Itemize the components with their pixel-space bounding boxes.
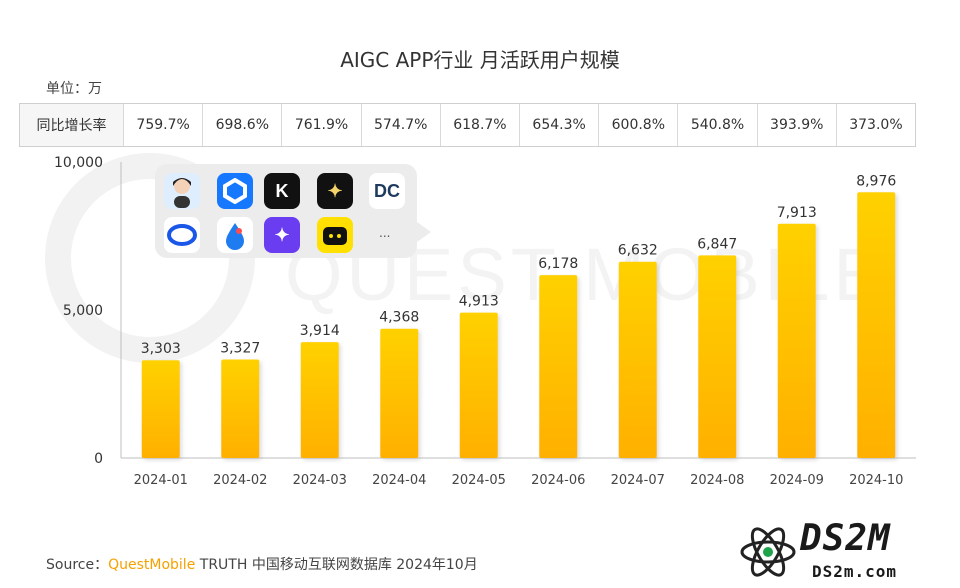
x-tick-label: 2024-04 bbox=[372, 473, 426, 488]
bar-value-label: 3,914 bbox=[300, 323, 340, 339]
growth-cell: 600.8% bbox=[598, 104, 677, 146]
x-tick-label: 2024-08 bbox=[690, 473, 744, 488]
bar-value-label: 3,327 bbox=[220, 341, 260, 357]
y-tick-label: 10,000 bbox=[54, 155, 103, 171]
growth-cell: 540.8% bbox=[677, 104, 756, 146]
unit-label: 单位：万 bbox=[46, 81, 102, 97]
x-tick-label: 2024-01 bbox=[134, 473, 188, 488]
more-apps-indicator: ... bbox=[379, 226, 391, 240]
growth-rate-table: 同比增长率 759.7% 698.6% 761.9% 574.7% 618.7% 654.… bbox=[19, 103, 917, 147]
x-tick-label: 2024-03 bbox=[293, 473, 347, 488]
app-icons-panel: ... K ✦ DC ✦ bbox=[155, 164, 431, 258]
bar bbox=[221, 359, 260, 458]
sparkle-app-icon: ✦ bbox=[317, 173, 353, 209]
growth-cell: 654.3% bbox=[519, 104, 598, 146]
dc-logo-app-icon: DC bbox=[369, 173, 405, 209]
x-tick-label: 2024-07 bbox=[611, 473, 665, 488]
bar bbox=[539, 275, 578, 458]
source-prefix: Source： bbox=[46, 557, 109, 573]
bar bbox=[459, 312, 498, 458]
k-letter-app-icon: K bbox=[264, 173, 300, 209]
drop-app-icon bbox=[217, 217, 253, 253]
x-tick-label: 2024-10 bbox=[849, 473, 903, 488]
growth-cell: 698.6% bbox=[202, 104, 281, 146]
chart-title: AIGC APP行业 月活跃用户规模 bbox=[340, 48, 620, 72]
bar-value-label: 6,632 bbox=[618, 243, 658, 259]
atom-icon bbox=[740, 527, 796, 577]
bar bbox=[618, 261, 657, 458]
growth-cell: 574.7% bbox=[360, 104, 440, 146]
y-tick-label: 5,000 bbox=[63, 303, 103, 319]
bar bbox=[698, 255, 737, 458]
bar-value-label: 6,847 bbox=[697, 236, 737, 252]
bar bbox=[300, 342, 339, 458]
bar-value-label: 4,913 bbox=[459, 294, 499, 310]
source-rest: TRUTH 中国移动互联网数据库 2024年10月 bbox=[195, 557, 478, 573]
x-tick-label: 2024-02 bbox=[213, 473, 267, 488]
bar bbox=[141, 360, 180, 458]
source-note: Source：QuestMobile TRUTH 中国移动互联网数据库 2024… bbox=[46, 554, 478, 574]
avatar-girl-icon bbox=[164, 173, 200, 209]
bar-value-label: 6,178 bbox=[538, 256, 578, 272]
x-tick-label: 2024-09 bbox=[770, 473, 824, 488]
x-tick-label: 2024-06 bbox=[531, 473, 585, 488]
x-tick-label: 2024-05 bbox=[452, 473, 506, 488]
ds2m-watermark-logo: DS2M DS2m.com bbox=[738, 518, 952, 584]
bar-value-label: 4,368 bbox=[379, 310, 419, 326]
bar-value-label: 7,913 bbox=[777, 205, 817, 221]
bar bbox=[380, 328, 419, 458]
growth-row-label: 同比增长率 bbox=[19, 104, 123, 146]
growth-cell: 759.7% bbox=[123, 104, 202, 146]
growth-cell: 373.0% bbox=[835, 104, 917, 146]
growth-cell: 761.9% bbox=[281, 104, 360, 146]
bar-value-label: 8,976 bbox=[856, 173, 896, 189]
star-app-icon: ✦ bbox=[264, 217, 300, 253]
watermark-text: DS2M bbox=[800, 518, 891, 559]
bar bbox=[777, 223, 816, 458]
y-tick-label: 0 bbox=[94, 451, 103, 467]
ring-app-icon bbox=[164, 217, 200, 253]
cat-app-icon bbox=[317, 217, 353, 253]
bar bbox=[857, 192, 896, 458]
source-brand: QuestMobile bbox=[108, 557, 196, 573]
hexagon-app-icon bbox=[217, 173, 253, 209]
watermark-subtext: DS2m.com bbox=[812, 562, 898, 581]
bar-value-label: 3,303 bbox=[141, 341, 181, 357]
growth-cell: 393.9% bbox=[756, 104, 836, 146]
growth-cell: 618.7% bbox=[439, 104, 519, 146]
